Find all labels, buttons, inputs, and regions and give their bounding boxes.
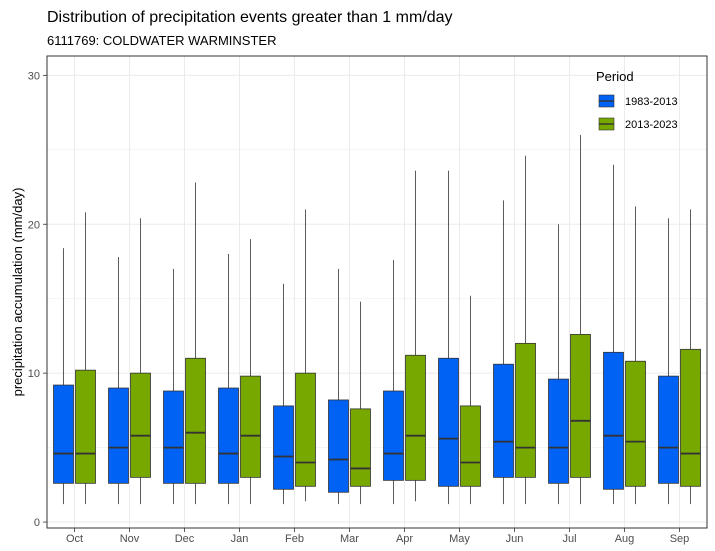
chart-subtitle: 6111769: COLDWATER WARMINSTER: [47, 33, 276, 48]
y-tick-label: 0: [34, 517, 40, 529]
y-tick-label: 10: [28, 368, 40, 380]
box: [240, 375, 261, 478]
box: [273, 405, 294, 490]
box: [493, 363, 514, 478]
boxplot-oct-1983-2013: [53, 248, 74, 505]
boxplot-jan-2013-2023: [240, 239, 261, 505]
x-tick-label: Dec: [175, 533, 195, 545]
box: [328, 399, 349, 493]
box: [603, 351, 624, 490]
box: [548, 378, 569, 484]
box: [438, 357, 459, 487]
boxplot-apr-1983-2013: [383, 259, 404, 505]
chart-title: Distribution of precipitation events gre…: [47, 9, 453, 26]
box: [130, 372, 151, 478]
y-tick-label: 30: [28, 70, 40, 82]
legend-title: Period: [596, 69, 634, 84]
boxplot-may-2013-2023: [460, 295, 481, 505]
y-axis-title: precipitation accumulation (mm/day): [10, 188, 25, 397]
boxplot-jul-2013-2023: [570, 134, 591, 505]
boxplot-sep-2013-2023: [680, 209, 701, 505]
x-tick-label: Jun: [506, 533, 524, 545]
y-tick-label: 20: [28, 219, 40, 231]
boxplot-apr-2013-2023: [405, 170, 426, 502]
x-tick-label: Aug: [615, 533, 635, 545]
grid-lines: [47, 56, 707, 528]
box: [163, 390, 184, 484]
boxplot-feb-2013-2023: [295, 209, 316, 502]
legend: Period 1983-2013 2013-2023: [596, 69, 678, 131]
boxplot-nov-1983-2013: [108, 257, 129, 505]
box: [53, 384, 74, 484]
x-tick-label: Jul: [562, 533, 576, 545]
box: [515, 342, 536, 478]
box: [680, 348, 701, 487]
legend-label-2013-2023: 2013-2023: [625, 119, 678, 131]
boxplot-jan-1983-2013: [218, 254, 239, 505]
box: [383, 390, 404, 481]
boxplot-dec-1983-2013: [163, 268, 184, 505]
box: [218, 387, 239, 484]
x-tick-label: Apr: [396, 533, 413, 545]
x-tick-label: Feb: [285, 533, 304, 545]
boxplot-aug-1983-2013: [603, 164, 624, 505]
axis-layer: 0 10 20 30 Oct Nov Dec Jan Feb Mar Apr May Jun Jul Aug…: [28, 70, 690, 545]
x-tick-label: Mar: [340, 533, 359, 545]
boxplot-mar-2013-2023: [350, 301, 371, 505]
x-tick-label: Jan: [231, 533, 249, 545]
box: [570, 334, 591, 478]
box: [75, 369, 96, 484]
boxplot-jun-1983-2013: [493, 200, 514, 505]
boxplot-may-1983-2013: [438, 170, 459, 505]
x-tick-label: Oct: [66, 533, 83, 545]
boxplot-mar-1983-2013: [328, 268, 349, 505]
plot-panel: [47, 56, 707, 528]
boxplot-dec-2013-2023: [185, 182, 206, 505]
legend-label-1983-2013: 1983-2013: [625, 96, 678, 108]
x-tick-label: May: [449, 533, 470, 545]
boxplot-oct-2013-2023: [75, 212, 96, 505]
box: [350, 408, 371, 487]
box-layer: [53, 134, 701, 505]
box: [405, 354, 426, 481]
boxplot-jun-2013-2023: [515, 155, 536, 505]
plot-border: [46, 55, 708, 529]
box: [658, 375, 679, 484]
boxplot-feb-1983-2013: [273, 283, 294, 505]
boxplot-jul-1983-2013: [548, 224, 569, 505]
boxplot-nov-2013-2023: [130, 218, 151, 505]
box: [460, 405, 481, 487]
boxplot-sep-1983-2013: [658, 218, 679, 505]
box: [108, 387, 129, 484]
x-tick-label: Sep: [670, 533, 690, 545]
x-tick-label: Nov: [120, 533, 140, 545]
boxplot-aug-2013-2023: [625, 206, 646, 505]
box: [295, 372, 316, 487]
box: [185, 357, 206, 484]
box: [625, 360, 646, 487]
